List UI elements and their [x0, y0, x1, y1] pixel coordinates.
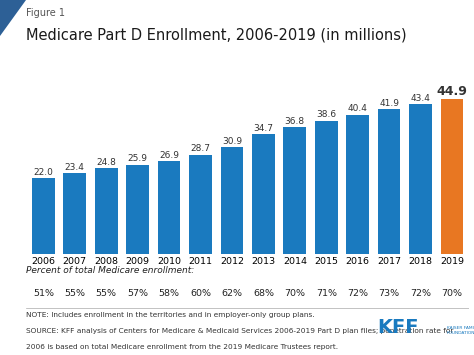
- Polygon shape: [0, 0, 26, 36]
- Text: 71%: 71%: [316, 289, 337, 298]
- Text: 40.4: 40.4: [348, 104, 368, 113]
- Text: SOURCE: KFF analysis of Centers for Medicare & Medicaid Services 2006-2019 Part : SOURCE: KFF analysis of Centers for Medi…: [26, 328, 454, 334]
- Text: 24.8: 24.8: [96, 158, 116, 167]
- Bar: [409, 104, 432, 254]
- Text: 73%: 73%: [379, 289, 400, 298]
- Text: 70%: 70%: [284, 289, 305, 298]
- Bar: [158, 161, 181, 254]
- Text: NOTE: Includes enrollment in the territories and in employer-only group plans.: NOTE: Includes enrollment in the territo…: [26, 312, 315, 318]
- Text: Figure 1: Figure 1: [26, 9, 65, 18]
- Text: 41.9: 41.9: [379, 99, 399, 108]
- Text: 25.9: 25.9: [128, 154, 148, 163]
- Bar: [346, 115, 369, 254]
- Bar: [95, 168, 118, 254]
- Bar: [32, 178, 55, 254]
- Text: 72%: 72%: [347, 289, 368, 298]
- Text: 26.9: 26.9: [159, 151, 179, 160]
- Text: 36.8: 36.8: [285, 116, 305, 126]
- Bar: [64, 173, 86, 254]
- Text: 57%: 57%: [127, 289, 148, 298]
- Text: 30.9: 30.9: [222, 137, 242, 146]
- Text: 23.4: 23.4: [65, 163, 85, 172]
- Bar: [220, 147, 243, 254]
- Bar: [378, 109, 401, 254]
- Bar: [315, 121, 337, 254]
- Text: 2006 is based on total Medicare enrollment from the 2019 Medicare Trustees repor: 2006 is based on total Medicare enrollme…: [26, 344, 338, 350]
- Bar: [127, 164, 149, 254]
- Text: KAISER FAMILY
FOUNDATION: KAISER FAMILY FOUNDATION: [447, 326, 474, 335]
- Bar: [189, 155, 212, 254]
- Text: 28.7: 28.7: [191, 144, 210, 153]
- Bar: [441, 99, 463, 254]
- Text: Percent of total Medicare enrollment:: Percent of total Medicare enrollment:: [26, 266, 194, 275]
- Text: 62%: 62%: [221, 289, 242, 298]
- Text: 58%: 58%: [159, 289, 180, 298]
- Text: Medicare Part D Enrollment, 2006-2019 (in millions): Medicare Part D Enrollment, 2006-2019 (i…: [26, 28, 407, 43]
- Bar: [283, 127, 306, 254]
- Text: 55%: 55%: [64, 289, 85, 298]
- Text: 70%: 70%: [441, 289, 463, 298]
- Text: 38.6: 38.6: [316, 110, 337, 119]
- Text: 34.7: 34.7: [254, 124, 273, 133]
- Text: 60%: 60%: [190, 289, 211, 298]
- Text: 51%: 51%: [33, 289, 54, 298]
- Text: 22.0: 22.0: [34, 168, 53, 176]
- Text: 43.4: 43.4: [410, 94, 430, 103]
- Text: 55%: 55%: [96, 289, 117, 298]
- Text: 44.9: 44.9: [437, 84, 467, 98]
- Bar: [252, 134, 275, 254]
- Text: 72%: 72%: [410, 289, 431, 298]
- Text: KFF: KFF: [377, 318, 419, 337]
- Text: 68%: 68%: [253, 289, 274, 298]
